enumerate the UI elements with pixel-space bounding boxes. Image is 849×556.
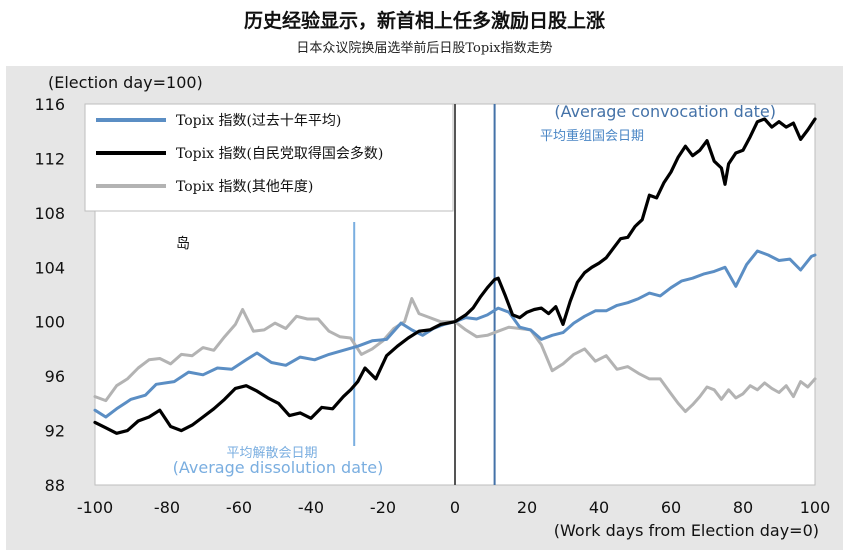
y-tick-label: 100	[34, 313, 65, 332]
y-tick-label: 108	[34, 204, 65, 223]
y-tick-label: 96	[45, 367, 65, 386]
x-tick-label: -80	[154, 498, 180, 517]
x-tick-label: 60	[661, 498, 681, 517]
legend-label-1: Topix 指数(自民党取得国会多数)	[176, 145, 383, 162]
series-line-0	[93, 249, 817, 419]
x-tick-label: -40	[298, 498, 324, 517]
y-axis-label: (Election day=100)	[48, 73, 203, 92]
x-tick-label: -20	[370, 498, 396, 517]
y-tick-label: 92	[45, 422, 65, 441]
reference-lines	[353, 104, 496, 485]
page-subtitle: 日本众议院换届选举前后日股Topix指数走势	[296, 41, 553, 56]
x-tick-label: 80	[733, 498, 753, 517]
legend-label-0: Topix 指数(过去十年平均)	[176, 113, 341, 129]
y-tick-label: 112	[34, 149, 65, 168]
x-tick-label: 0	[450, 498, 460, 517]
y-tick-label: 88	[45, 476, 65, 495]
legend: Topix 指数(过去十年平均) Topix 指数(自民党取得国会多数) Topix…	[84, 103, 454, 212]
series-line-2	[93, 297, 817, 413]
y-tick-label: 104	[34, 258, 65, 277]
x-tick-label: -100	[77, 498, 113, 517]
y-tick-label: 116	[34, 95, 65, 114]
legend-label-2: Topix 指数(其他年度)	[176, 179, 313, 195]
x-tick-label: 100	[800, 498, 831, 517]
dissolution-label-en: (Average dissolution date)	[173, 458, 384, 477]
x-tick-label: 20	[517, 498, 537, 517]
page-title: 历史经验显示，新首相上任多激励日股上涨	[243, 10, 605, 32]
series-line-1	[93, 117, 817, 435]
x-tick-label: 40	[589, 498, 609, 517]
x-tick-label: -60	[226, 498, 252, 517]
convocation-label-cn: 平均重组国会日期	[540, 128, 644, 144]
annotation-text: 岛	[176, 236, 190, 252]
series-layer	[93, 117, 817, 435]
convocation-label-en: (Average convocation date)	[554, 102, 776, 121]
x-axis-label: (Work days from Election day=0)	[554, 521, 819, 540]
dissolution-label-cn: 平均解散会日期	[226, 446, 317, 461]
